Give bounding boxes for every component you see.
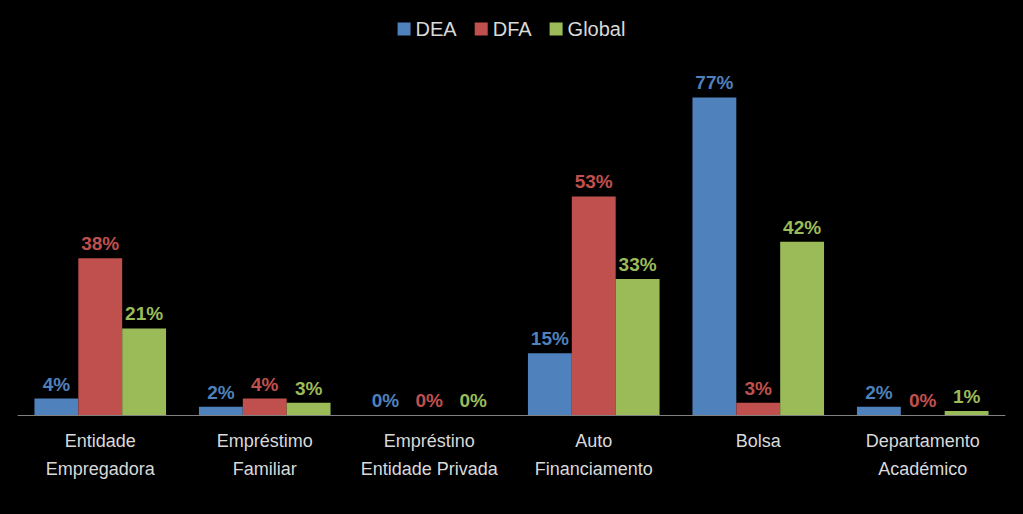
svg-text:DFA: DFA xyxy=(493,18,533,40)
svg-text:Entidade Privada: Entidade Privada xyxy=(361,459,499,479)
svg-text:33%: 33% xyxy=(619,254,657,275)
svg-text:Familiar: Familiar xyxy=(233,459,297,479)
svg-text:Académico: Académico xyxy=(878,459,967,479)
svg-text:38%: 38% xyxy=(81,233,119,254)
svg-text:21%: 21% xyxy=(125,303,163,324)
svg-text:Financiamento: Financiamento xyxy=(535,459,653,479)
svg-text:1%: 1% xyxy=(953,386,981,407)
svg-text:0%: 0% xyxy=(459,390,487,411)
svg-text:2%: 2% xyxy=(865,382,893,403)
svg-text:4%: 4% xyxy=(43,374,71,395)
svg-text:3%: 3% xyxy=(295,378,323,399)
svg-text:15%: 15% xyxy=(531,328,569,349)
svg-text:0%: 0% xyxy=(416,390,444,411)
svg-text:77%: 77% xyxy=(695,72,733,93)
svg-text:0%: 0% xyxy=(909,390,937,411)
svg-text:Global: Global xyxy=(568,18,626,40)
svg-text:Empregadora: Empregadora xyxy=(46,459,156,479)
svg-text:Bolsa: Bolsa xyxy=(736,431,782,451)
svg-text:42%: 42% xyxy=(783,217,821,238)
svg-text:Auto: Auto xyxy=(575,431,612,451)
svg-text:53%: 53% xyxy=(575,171,613,192)
svg-text:Empréstimo: Empréstimo xyxy=(217,431,313,451)
svg-text:2%: 2% xyxy=(207,382,235,403)
svg-text:Departamento: Departamento xyxy=(866,431,980,451)
svg-text:4%: 4% xyxy=(251,374,279,395)
svg-text:0%: 0% xyxy=(372,390,400,411)
svg-text:Empréstino: Empréstino xyxy=(384,431,475,451)
svg-text:3%: 3% xyxy=(745,378,773,399)
svg-text:DEA: DEA xyxy=(416,18,458,40)
svg-text:Entidade: Entidade xyxy=(65,431,136,451)
